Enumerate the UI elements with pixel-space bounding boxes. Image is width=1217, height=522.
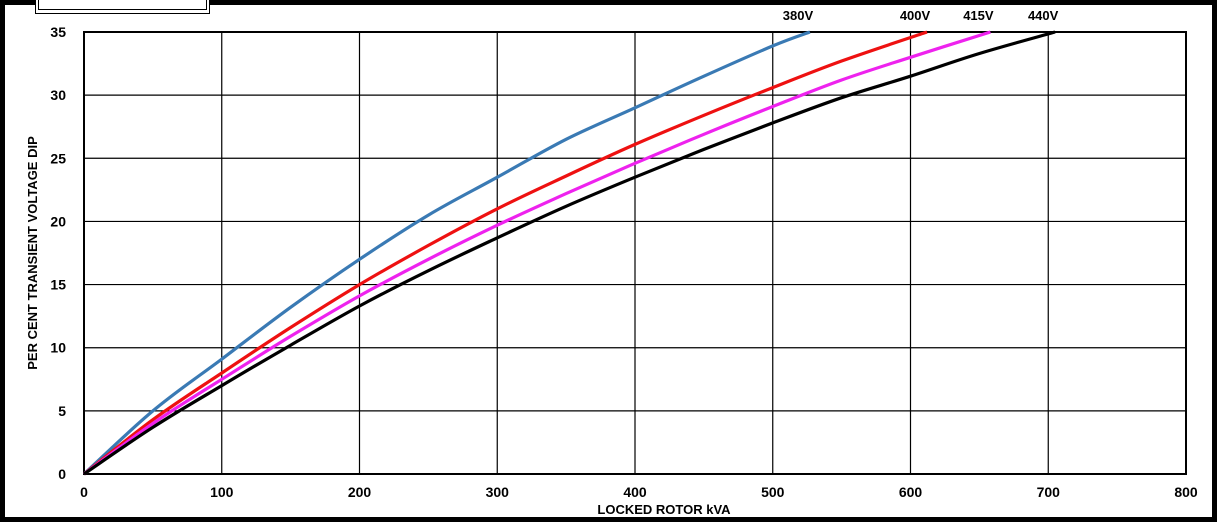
x-tick-labels: 0 100 200 300 400 500 600 700 800 [80, 484, 1198, 500]
x-axis-label: LOCKED ROTOR kVA [597, 502, 731, 517]
y-tick-label: 0 [58, 466, 66, 482]
series-line-400V [83, 30, 928, 476]
x-tick-label: 500 [761, 484, 785, 500]
y-tick-label: 15 [50, 277, 66, 293]
x-tick-label: 800 [1174, 484, 1198, 500]
y-axis-label: PER CENT TRANSIENT VOLTAGE DIP [25, 136, 40, 370]
series-label: 400V [900, 8, 931, 23]
grid-lines [83, 31, 1187, 475]
y-tick-label: 25 [50, 150, 66, 166]
y-tick-label: 10 [50, 340, 66, 356]
y-tick-label: 30 [50, 87, 66, 103]
series-lines [82, 30, 1056, 476]
y-tick-label: 35 [50, 24, 66, 40]
y-tick-label: 20 [50, 213, 66, 229]
series-label: 440V [1028, 8, 1059, 23]
series-label: 380V [783, 8, 814, 23]
header-box [35, 0, 210, 14]
y-tick-label: 5 [58, 403, 66, 419]
x-tick-label: 200 [348, 484, 372, 500]
x-tick-label: 300 [486, 484, 510, 500]
x-tick-label: 100 [210, 484, 234, 500]
series-labels: 380V 400V 415V 440V [783, 8, 1059, 23]
series-line-415V [83, 30, 991, 476]
x-tick-label: 600 [899, 484, 923, 500]
series-line-380V [82, 30, 811, 476]
x-tick-label: 700 [1037, 484, 1061, 500]
x-tick-label: 0 [80, 484, 88, 500]
series-label: 415V [963, 8, 994, 23]
y-tick-labels: 0 5 10 15 20 25 30 35 [50, 24, 66, 482]
x-tick-label: 400 [623, 484, 647, 500]
series-line-440V [83, 30, 1056, 476]
